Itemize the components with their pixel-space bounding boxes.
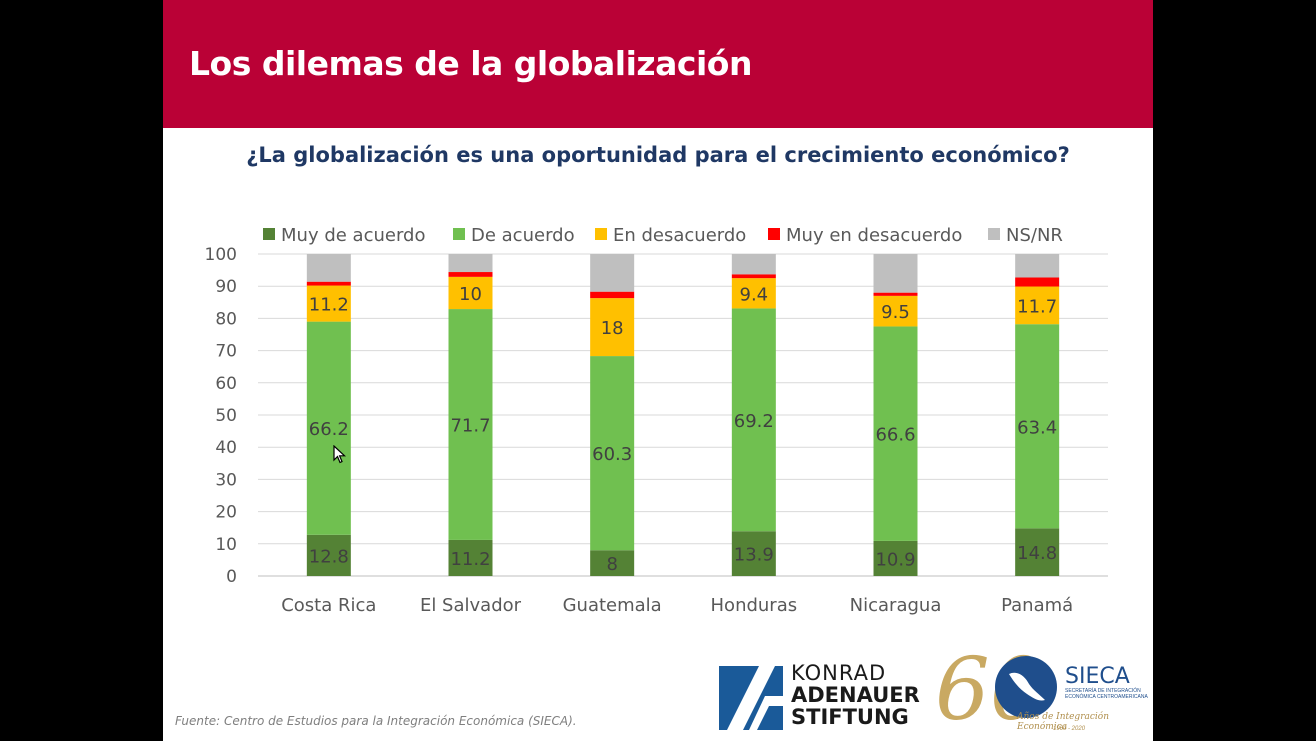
data-label: 18 (601, 318, 624, 339)
sieca-logo: 60 SIECA SECRETARÍA DE INTEGRACIÓN ECONÓ… (935, 640, 1153, 741)
bar-segment (873, 540, 918, 576)
bar-segment (1015, 324, 1060, 529)
bar-segment (448, 309, 493, 540)
bar-segment (590, 254, 635, 292)
legend-swatch (988, 228, 1000, 240)
bar-segment (448, 272, 493, 277)
y-tick-label: 80 (215, 309, 237, 329)
data-label: 11.2 (309, 295, 349, 316)
bar-segment (590, 550, 635, 576)
legend-swatch (768, 228, 780, 240)
bar-segment (1015, 277, 1060, 287)
y-tick-label: 50 (215, 406, 237, 426)
data-label: 66.2 (309, 419, 349, 440)
bar-segment (731, 254, 776, 275)
legend-label: En desacuerdo (613, 225, 746, 246)
data-label: 60.3 (592, 444, 632, 465)
bar-segment (306, 321, 351, 535)
sieca-tagline: Años de Integración Económica (1017, 712, 1109, 732)
bar-segment (731, 308, 776, 532)
kas-line2: ADENAUER (791, 683, 920, 707)
y-tick-label: 70 (215, 342, 237, 362)
bar-segment (306, 285, 351, 322)
x-tick-label: Costa Rica (281, 595, 376, 616)
data-label: 69.2 (734, 411, 774, 432)
sieca-years: 1960 - 2020 (1053, 726, 1086, 732)
bar-segment (873, 292, 918, 296)
data-label: 9.4 (740, 284, 769, 305)
bar-segment (590, 298, 635, 357)
bar-segment (1015, 254, 1060, 278)
data-label: 11.2 (450, 549, 490, 570)
kas-line1: KONRAD (791, 661, 887, 685)
source-note: Fuente: Centro de Estudios para la Integ… (175, 714, 577, 728)
bar-segment (873, 326, 918, 541)
y-tick-label: 0 (226, 567, 237, 587)
x-tick-label: Panamá (1001, 595, 1073, 616)
bar-segment (731, 278, 776, 309)
stacked-bar-chart: 0 10 20 30 40 50 60 70 80 90 100 Muy de acuerdo De a… (205, 225, 1108, 616)
y-tick-label: 10 (215, 535, 237, 555)
bar-segment (306, 254, 351, 282)
x-tick-label: Nicaragua (850, 595, 942, 616)
y-tick-label: 20 (215, 503, 237, 523)
data-label: 14.8 (1017, 543, 1057, 564)
data-label: 10 (459, 284, 482, 305)
x-tick-label: Guatemala (563, 595, 662, 616)
bar-segment (873, 295, 918, 327)
legend-label: NS/NR (1006, 225, 1063, 246)
kas-line3: STIFTUNG (791, 705, 909, 729)
bar-segment (731, 274, 776, 279)
data-label: 12.8 (309, 546, 349, 567)
sieca-globe-icon (995, 656, 1057, 718)
legend-label: De acuerdo (471, 225, 575, 246)
y-tick-label: 30 (215, 470, 237, 490)
slide-title: Los dilemas de la globalización (189, 44, 752, 83)
bar-segment (306, 534, 351, 576)
legend-swatch (453, 228, 465, 240)
y-tick-label: 100 (205, 245, 237, 265)
data-label: 71.7 (450, 415, 490, 436)
data-label: 10.9 (875, 549, 915, 570)
sieca-name: SIECA (1065, 664, 1130, 689)
bar-segment (590, 356, 635, 551)
data-label: 63.4 (1017, 417, 1057, 438)
legend-swatch (595, 228, 607, 240)
x-tick-label: El Salvador (420, 595, 522, 616)
bar-segment (448, 539, 493, 576)
data-label: 8 (606, 554, 617, 575)
x-tick-label: Honduras (711, 595, 798, 616)
chart-title: ¿La globalización es una oportunidad par… (246, 143, 1070, 167)
y-tick-label: 40 (215, 438, 237, 458)
kas-mark-icon (719, 666, 783, 730)
bar-segment (448, 254, 493, 273)
bar-segment (1015, 286, 1060, 325)
legend-label: Muy en desacuerdo (786, 225, 962, 246)
y-tick-label: 90 (215, 277, 237, 297)
data-label: 9.5 (881, 302, 910, 323)
bar-segment (873, 254, 918, 293)
slide: Los dilemas de la globalización ¿La glob… (163, 0, 1153, 741)
mouse-pointer-icon (333, 445, 347, 464)
data-label: 13.9 (734, 545, 774, 566)
bar-segment (448, 276, 493, 310)
bar-segment (731, 531, 776, 576)
konrad-adenauer-logo: KONRAD ADENAUER STIFTUNG (719, 660, 934, 732)
kas-wordmark: KONRAD ADENAUER STIFTUNG (791, 662, 920, 728)
bar-segment (590, 291, 635, 299)
sieca-subtitle: SECRETARÍA DE INTEGRACIÓN ECONÓMICA CENT… (1065, 688, 1148, 700)
data-label: 66.6 (875, 425, 915, 446)
data-label: 11.7 (1017, 296, 1057, 317)
y-tick-label: 60 (215, 374, 237, 394)
slide-header: Los dilemas de la globalización (163, 0, 1153, 128)
bar-segment (306, 281, 351, 286)
bar-segment (1015, 528, 1060, 576)
legend-label: Muy de acuerdo (281, 225, 425, 246)
legend-swatch (263, 228, 275, 240)
